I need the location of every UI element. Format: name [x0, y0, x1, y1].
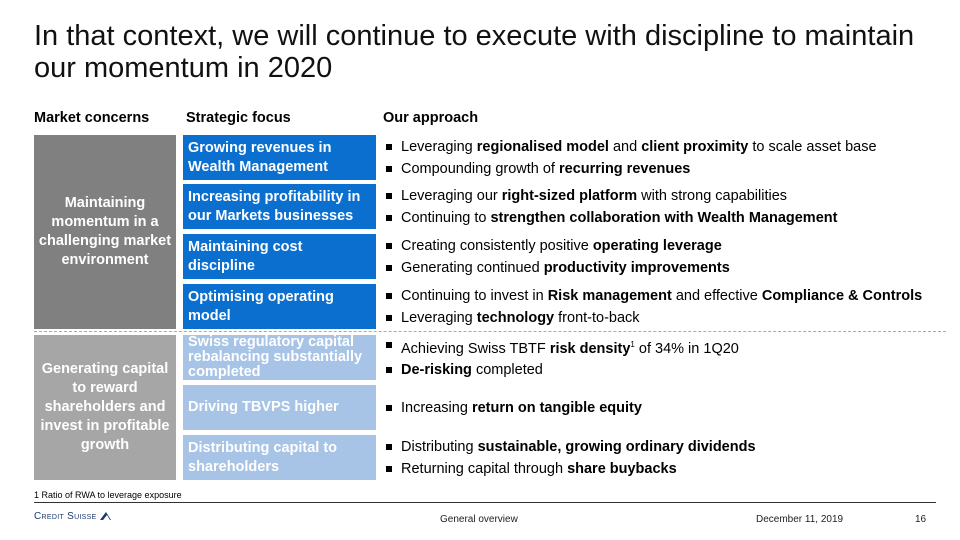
bullet-text: risk density [549, 340, 631, 357]
footer-section: General overview [440, 514, 518, 525]
bullet-text: Leveraging [401, 309, 477, 326]
approach-bullet: Generating continued productivity improv… [383, 257, 953, 279]
footnote-ref: 1 [630, 339, 635, 349]
strategic-focus-box: Distributing capital to shareholders [183, 435, 376, 480]
concern-momentum: Maintaining momentum in a challenging ma… [34, 135, 176, 329]
credit-suisse-logo: Credit Suisse [34, 511, 112, 522]
strategic-focus-label: Swiss regulatory capital rebalancing sub… [188, 334, 363, 380]
bullet-text: with strong capabilities [637, 187, 788, 204]
approach-bullet: Distributing sustainable, growing ordina… [383, 436, 953, 458]
approach-list: Creating consistently positive operating… [383, 234, 953, 279]
strategic-focus-box: Maintaining cost discipline [183, 234, 376, 279]
strategic-focus-box: Swiss regulatory capital rebalancing sub… [183, 335, 376, 380]
bullet-text: strengthen collaboration with Wealth Man… [490, 209, 838, 226]
strategic-focus-box: Driving TBVPS higher [183, 385, 376, 430]
footer-rule [34, 502, 936, 503]
approach-bullet: Leveraging regionalised model and client… [383, 136, 953, 158]
bullet-text: front-to-back [554, 309, 640, 326]
bullet-text: Distributing [401, 438, 478, 455]
bullet-text: Leveraging [401, 138, 477, 155]
bullet-text: Risk management [547, 287, 672, 304]
bullet-text: Compliance & Controls [761, 287, 923, 304]
strategic-focus-box: Increasing profitability in our Markets … [183, 184, 376, 229]
bullet-text: productivity improvements [543, 259, 730, 276]
bullet-text: and effective [671, 287, 762, 304]
footnote: 1 Ratio of RWA to leverage exposure [34, 490, 182, 500]
bullet-text: Generating continued [401, 259, 544, 276]
approach-bullet: Achieving Swiss TBTF risk density1 of 34… [383, 334, 953, 360]
bullet-text: right-sized platform [501, 187, 638, 204]
bullet-text: recurring revenues [559, 160, 691, 177]
concern-capital: Generating capital to reward shareholder… [34, 335, 176, 480]
strategic-focus-box: Growing revenues in Wealth Management [183, 135, 376, 180]
bullet-text: Compounding growth of [401, 160, 559, 177]
approach-list: Continuing to invest in Risk management … [383, 284, 953, 329]
bullet-text: Returning capital through [401, 460, 568, 477]
bullet-text: return on tangible equity [471, 399, 642, 416]
approach-bullet: Leveraging our right-sized platform with… [383, 185, 953, 207]
approach-bullet: Leveraging technology front-to-back [383, 307, 953, 329]
strategic-focus-label: Distributing capital to shareholders [188, 439, 338, 475]
bullet-text: regionalised model [476, 138, 609, 155]
strategic-focus-label: Maintaining cost discipline [188, 238, 303, 274]
bullet-text: Creating consistently positive [401, 237, 593, 254]
approach-list: Distributing sustainable, growing ordina… [383, 435, 953, 480]
bullet-text: Continuing to [401, 209, 491, 226]
strategic-focus-label: Driving TBVPS higher [188, 399, 339, 415]
bullet-text: and [608, 138, 642, 155]
bullet-text: share buybacks [567, 460, 677, 477]
page-number: 16 [915, 514, 927, 525]
header-market-concerns: Market concerns [34, 110, 150, 126]
header-strategic-focus: Strategic focus [186, 110, 291, 126]
bullet-text: completed [471, 362, 543, 379]
page-title: In that context, we will continue to exe… [34, 20, 915, 84]
bullet-text: to scale asset base [748, 138, 877, 155]
bullet-text: Increasing [401, 399, 472, 416]
bullet-text: operating leverage [592, 237, 722, 254]
bullet-text: Continuing to invest in [401, 287, 548, 304]
bullet-text: of 34% in 1Q20 [634, 340, 739, 357]
bullet-text: technology [476, 309, 555, 326]
bullet-text: De-risking [401, 362, 472, 379]
approach-list: Increasing return on tangible equity [383, 385, 953, 430]
footer-date: December 11, 2019 [756, 514, 844, 525]
approach-bullet: Continuing to invest in Risk management … [383, 285, 953, 307]
bullet-text: Leveraging our [401, 187, 502, 204]
bullet-text: Achieving Swiss TBTF [401, 340, 550, 357]
approach-list: Leveraging our right-sized platform with… [383, 184, 953, 229]
approach-bullet: De-risking completed [383, 359, 953, 381]
strategic-focus-label: Increasing profitability in our Markets … [188, 188, 361, 224]
strategic-focus-label: Optimising operating model [188, 288, 334, 324]
bullet-text: client proximity [641, 138, 749, 155]
approach-bullet: Compounding growth of recurring revenues [383, 158, 953, 180]
approach-list: Leveraging regionalised model and client… [383, 135, 953, 180]
approach-bullet: Increasing return on tangible equity [383, 397, 953, 419]
approach-list: Achieving Swiss TBTF risk density1 of 34… [383, 335, 953, 380]
bullet-text: sustainable, growing ordinary dividends [477, 438, 756, 455]
strategic-focus-box: Optimising operating model [183, 284, 376, 329]
strategic-focus-label: Growing revenues in Wealth Management [188, 139, 332, 175]
approach-bullet: Creating consistently positive operating… [383, 235, 953, 257]
approach-bullet: Continuing to strengthen collaboration w… [383, 207, 953, 229]
section-divider [34, 331, 946, 332]
header-our-approach: Our approach [383, 110, 479, 126]
approach-bullet: Returning capital through share buybacks [383, 458, 953, 480]
